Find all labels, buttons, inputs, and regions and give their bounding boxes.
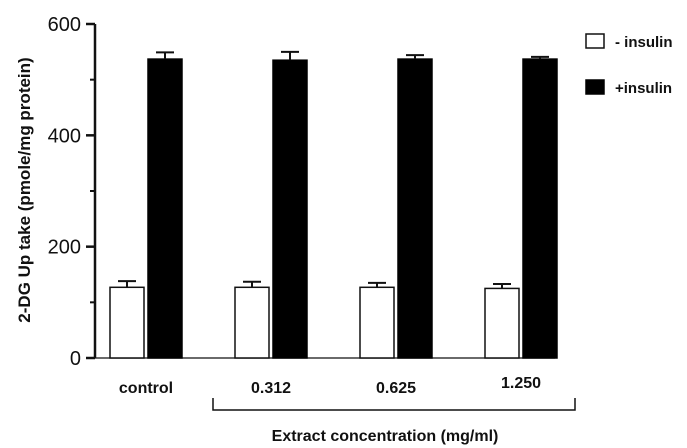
legend-label: - insulin [615, 34, 673, 51]
y-tick-label: 200 [48, 237, 81, 259]
x-tick-label: 0.312 [251, 380, 291, 397]
bar-plus-insulin [397, 58, 433, 359]
bar-plus-insulin [272, 59, 308, 359]
bar-plus-insulin [147, 58, 183, 359]
y-axis-label: 2-DG Up take (pmole/mg protein) [15, 57, 34, 322]
extract-bracket [212, 398, 576, 411]
chart-bars [109, 50, 558, 359]
legend-swatch [585, 79, 605, 95]
bar-minus-insulin [484, 287, 520, 359]
bar-minus-insulin [359, 286, 395, 359]
y-tick-label: 600 [48, 14, 81, 36]
y-tick-label: 400 [48, 125, 81, 147]
x-tick-label: control [119, 380, 173, 397]
x-tick-label: 0.625 [376, 380, 416, 397]
x-axis-label: Extract concentration (mg/ml) [272, 428, 499, 445]
chart-legend: - insulin +insulin [585, 33, 673, 97]
legend-label: +insulin [615, 80, 672, 97]
bar-plus-insulin [522, 58, 558, 359]
x-tick-label: 1.250 [501, 375, 541, 392]
legend-swatch [585, 33, 605, 49]
y-tick-label: 0 [70, 348, 81, 370]
bar-minus-insulin [109, 286, 145, 359]
bar-minus-insulin [234, 286, 270, 359]
